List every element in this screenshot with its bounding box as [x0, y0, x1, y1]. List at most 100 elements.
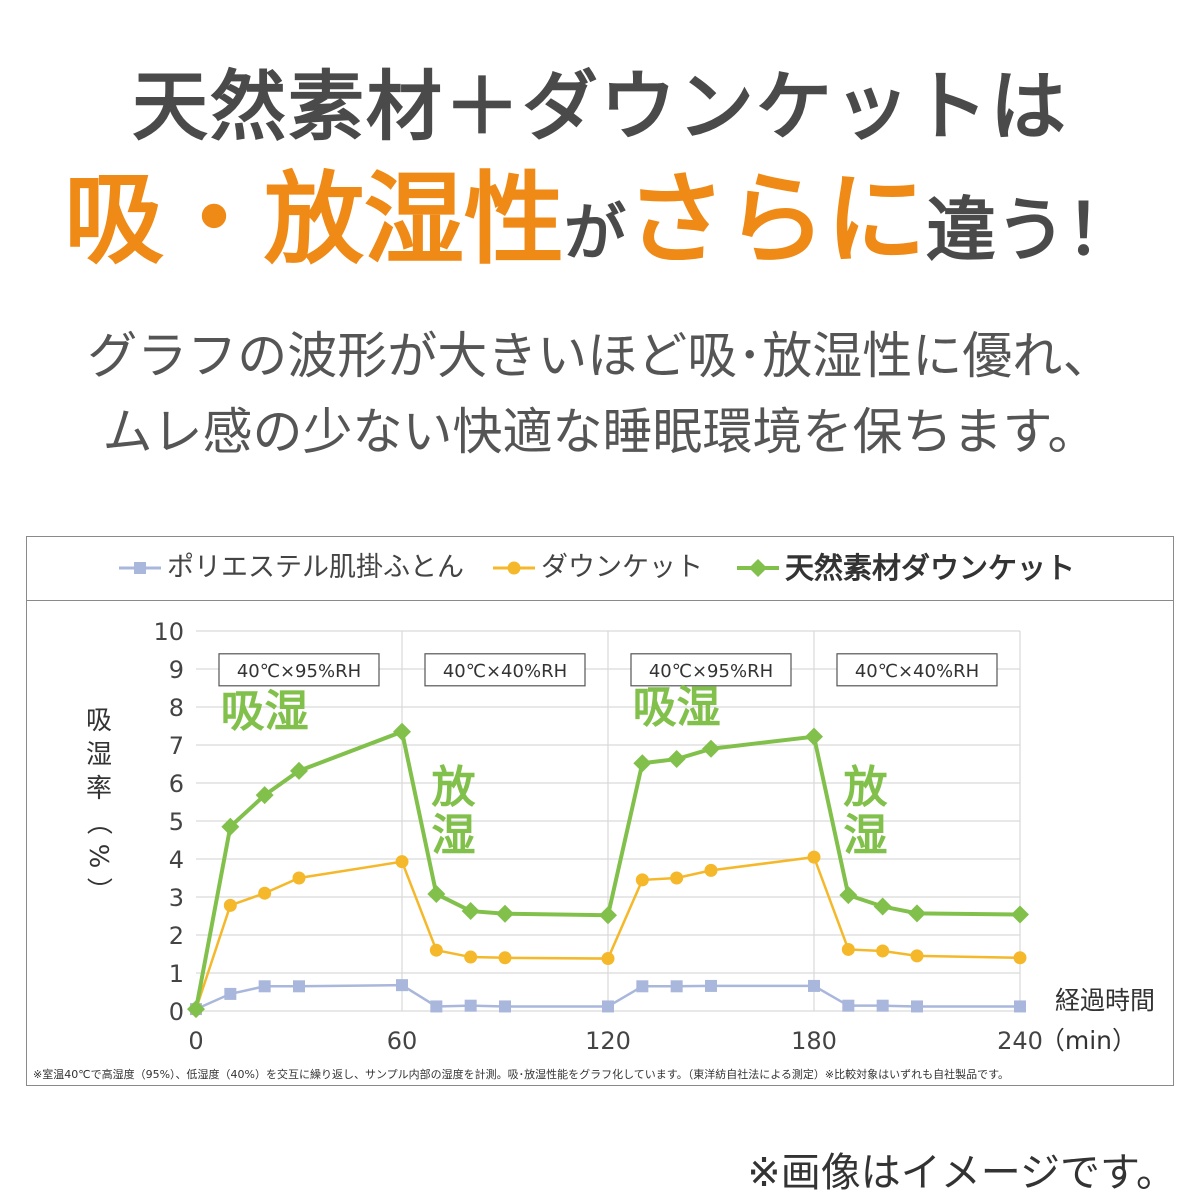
headline-different: 違う！ [926, 189, 1136, 271]
y-axis-label-char: 率 [86, 774, 112, 804]
annotation-release-char: 湿 [844, 810, 888, 861]
data-point-square [499, 1000, 511, 1013]
phase-box [424, 653, 586, 687]
annotation-absorb: 吸湿 [221, 686, 309, 737]
data-point-diamond [255, 786, 274, 805]
image-disclaimer: ※画像はイメージです。 [747, 1150, 1176, 1196]
annotation-release-char: 放 [844, 762, 888, 813]
legend-label-downket: ダウンケット [541, 552, 703, 583]
y-tick-label: 1 [169, 960, 184, 988]
x-tick-label: 0 [188, 1027, 203, 1055]
data-point-square [224, 987, 237, 1000]
data-point-square [842, 999, 855, 1012]
y-tick-label: 3 [169, 884, 184, 912]
data-point-square [876, 999, 889, 1012]
y-tick-label: 2 [169, 922, 184, 950]
data-point-circle [292, 871, 306, 885]
y-axis-label-char: 吸 [86, 706, 112, 736]
data-point-diamond [873, 897, 892, 916]
phase-label: 40℃×40%RH [855, 661, 979, 682]
phase-label: 40℃×40%RH [443, 661, 567, 682]
data-point-diamond [496, 904, 514, 923]
phase-box [630, 653, 792, 687]
phase-box [218, 653, 380, 687]
x-tick-label: 240 [997, 1027, 1043, 1055]
data-point-diamond [805, 727, 823, 746]
data-point-square [1014, 1000, 1026, 1013]
y-axis-label-char: 湿 [86, 740, 112, 770]
data-point-circle [670, 871, 684, 885]
data-point-circle [704, 863, 718, 877]
headline-emphasis-absorb: 吸・放湿性 [63, 161, 564, 278]
data-point-square [808, 979, 820, 992]
footnote: ※室温40℃で高湿度（95%）、低湿度（40%）を交互に繰り返し、サンプル内部の… [33, 1068, 1009, 1081]
x-tick-label: 120 [585, 1027, 631, 1055]
data-point-square [293, 980, 305, 993]
chart-panel: ポリエステル肌掛ふとん ダウンケット 天然素材ダウンケット 0 1 2 3 4 5 6 7 8 9… [26, 536, 1174, 1086]
data-point-diamond [290, 761, 308, 780]
x-axis-label: 経過時間 [1055, 986, 1155, 1015]
legend-circle-marker-icon [493, 561, 535, 575]
legend-label-natural-downket: 天然素材ダウンケット [785, 551, 1076, 585]
data-point-diamond [633, 754, 652, 773]
y-tick-label: 7 [169, 732, 184, 760]
y-tick-label: 0 [169, 998, 184, 1026]
data-point-diamond [599, 906, 617, 925]
data-point-diamond [393, 722, 411, 741]
headline-line1: 天然素材＋ダウンケットは [132, 62, 1068, 151]
data-point-square [911, 1000, 923, 1013]
legend-diamond-marker-icon [737, 559, 779, 577]
y-axis-label-char: （ [83, 809, 113, 835]
data-point-square [258, 980, 271, 993]
data-point-square [396, 979, 408, 992]
data-point-square [430, 1000, 443, 1013]
subtitle-line2: ムレ感の少ない快適な睡眠環境を保ちます。 [102, 403, 1098, 461]
data-point-diamond [187, 1000, 205, 1019]
phase-label: 40℃×95%RH [649, 661, 773, 682]
legend-label-polyester: ポリエステル肌掛ふとん [167, 552, 464, 583]
subtitle: グラフの波形が大きいほど吸･放湿性に優れ、 ムレ感の少ない快適な睡眠環境を保ちま… [0, 318, 1200, 470]
annotation-absorb: 吸湿 [633, 682, 721, 733]
annotation-release-char: 湿 [432, 810, 476, 861]
data-point-diamond [427, 884, 446, 903]
data-point-square [670, 980, 683, 993]
y-tick-label: 10 [153, 618, 184, 646]
data-point-diamond [1011, 905, 1029, 924]
y-tick-label: 6 [169, 770, 184, 798]
data-point-diamond [908, 904, 926, 923]
data-point-circle [429, 943, 443, 957]
x-tick-label: 60 [387, 1027, 418, 1055]
line-chart: 0 1 2 3 4 5 6 7 8 9 10 0 60 120 180 240 40℃×95%RH 40℃×40%… [83, 618, 1155, 1055]
x-tick-label: 180 [791, 1027, 837, 1055]
data-point-circle [395, 855, 409, 869]
data-point-circle [258, 886, 272, 900]
y-axis-label-char: ） [83, 877, 113, 903]
data-point-diamond [461, 902, 480, 921]
legend-square-marker-icon [119, 562, 161, 574]
subtitle-line1: グラフの波形が大きいほど吸･放湿性に優れ、 [87, 327, 1113, 385]
data-point-circle [876, 944, 890, 958]
phase-label: 40℃×95%RH [237, 661, 361, 682]
data-point-diamond [839, 886, 858, 905]
y-axis-label-char: % [83, 844, 113, 869]
data-point-square [636, 980, 649, 993]
headline-line2: 吸・放湿性がさらに違う！ [0, 160, 1200, 309]
annotation-release-char: 放 [432, 762, 476, 813]
data-point-circle [498, 951, 512, 965]
data-point-diamond [702, 739, 720, 758]
data-point-circle [601, 952, 615, 966]
chart-legend: ポリエステル肌掛ふとん ダウンケット 天然素材ダウンケット [27, 537, 1173, 601]
headline-emphasis-more: さらに [626, 161, 926, 278]
data-point-circle [223, 898, 237, 912]
data-point-square [602, 1000, 614, 1013]
data-point-square [705, 979, 717, 992]
data-point-circle [910, 949, 924, 963]
data-point-circle [807, 850, 821, 864]
data-point-square [464, 999, 477, 1012]
data-point-circle [1013, 951, 1027, 965]
headline-particle: が [563, 196, 626, 269]
y-tick-label: 9 [169, 656, 184, 684]
x-axis-unit: （min） [1040, 1026, 1137, 1055]
data-point-circle [841, 942, 855, 956]
data-point-diamond [667, 750, 686, 769]
